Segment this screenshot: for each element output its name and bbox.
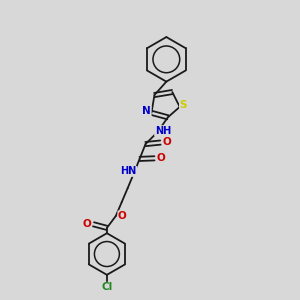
Text: N: N	[142, 106, 151, 116]
Text: S: S	[179, 100, 187, 110]
Text: O: O	[82, 219, 91, 229]
Text: O: O	[157, 153, 165, 163]
Text: O: O	[118, 211, 127, 221]
Text: HN: HN	[121, 167, 137, 176]
Text: NH: NH	[155, 126, 171, 136]
Text: Cl: Cl	[101, 282, 112, 292]
Text: O: O	[163, 137, 171, 147]
